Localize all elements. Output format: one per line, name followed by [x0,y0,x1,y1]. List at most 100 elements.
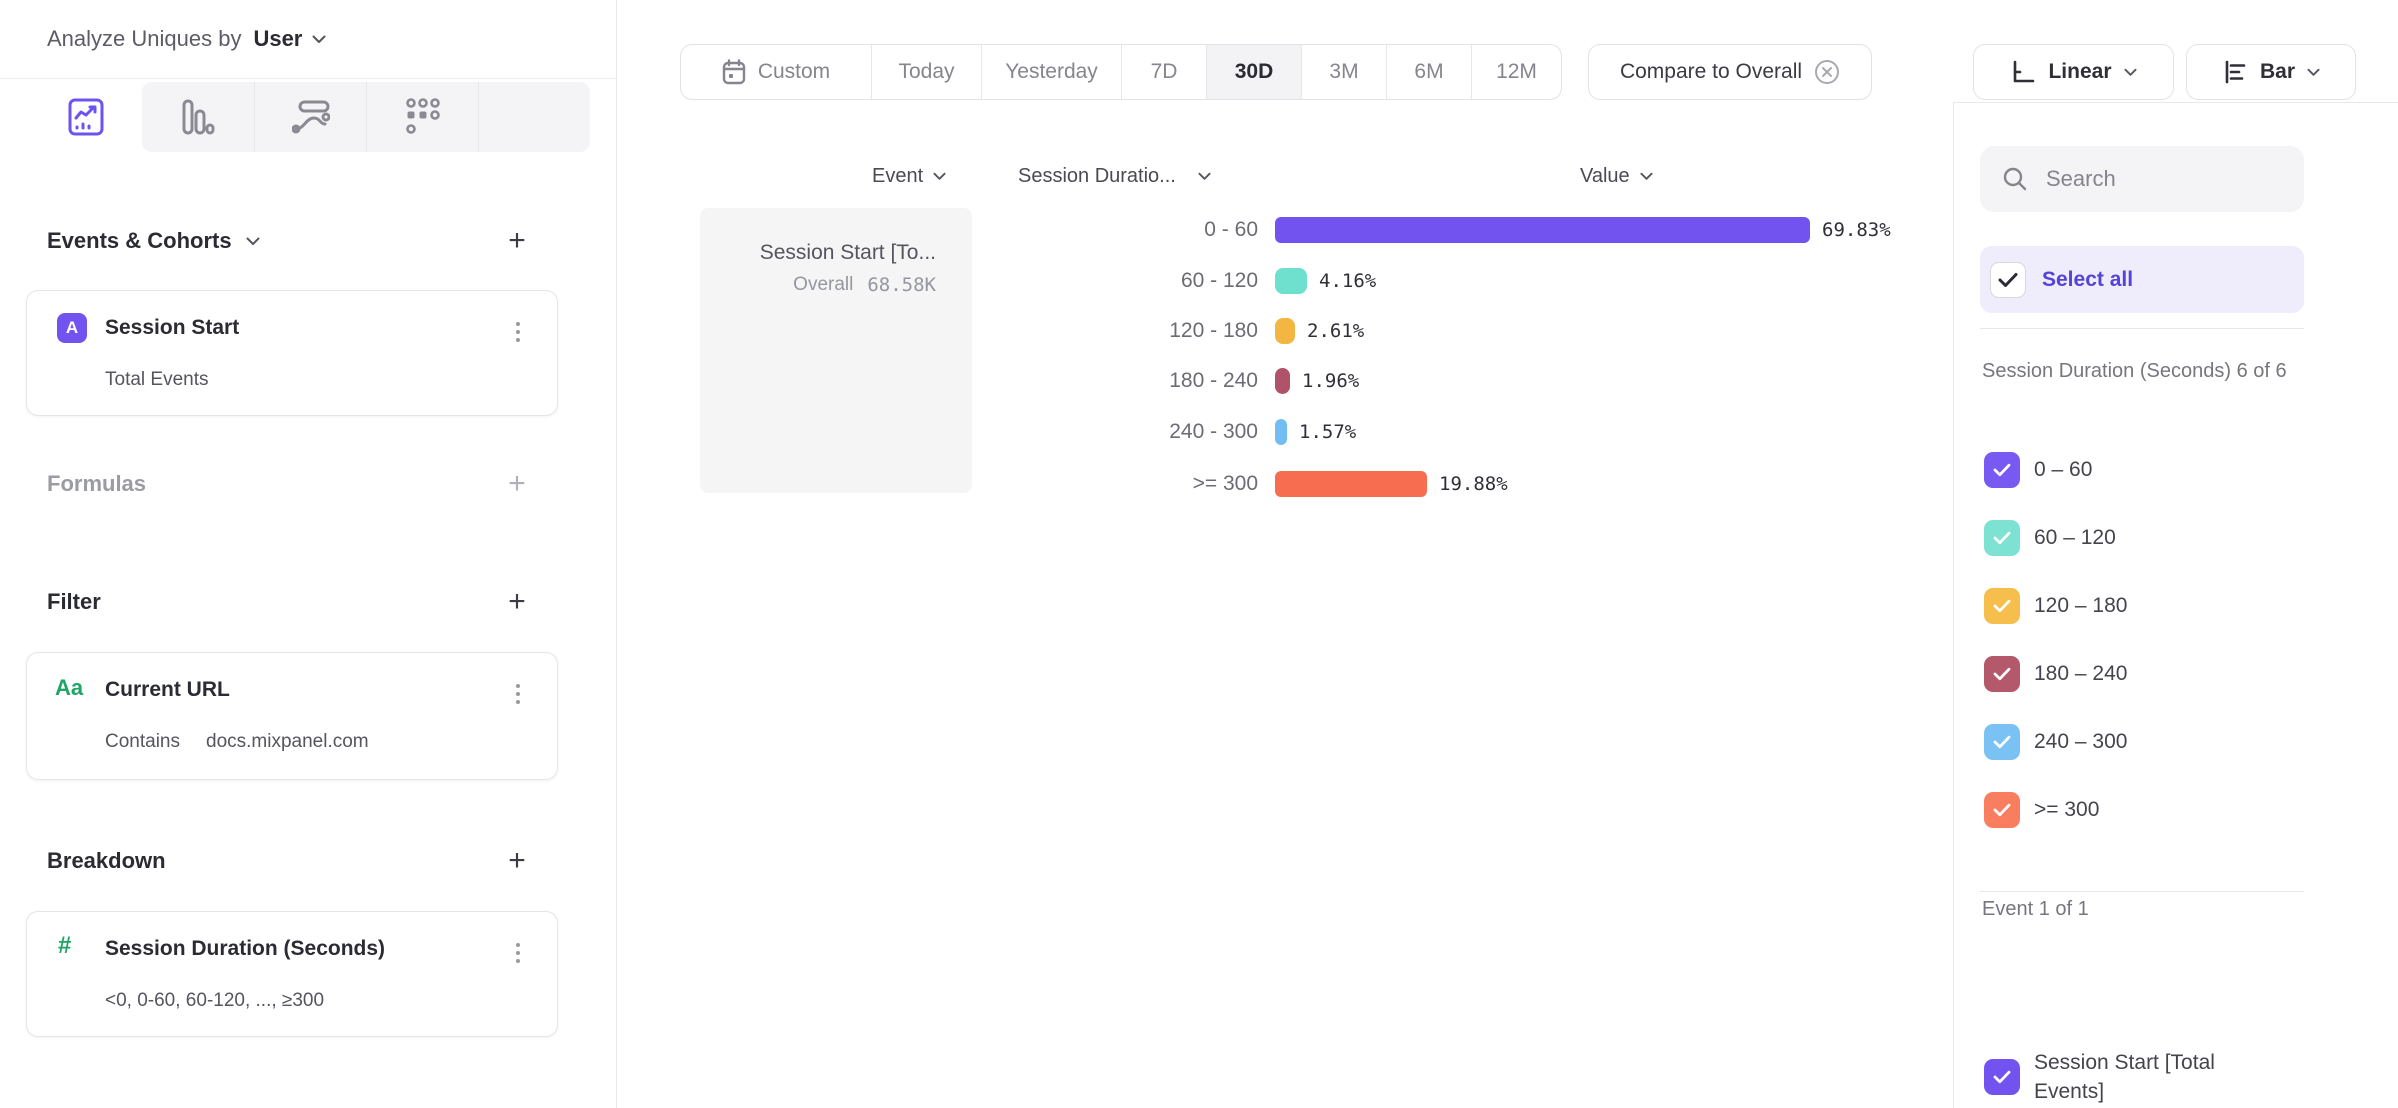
bar-segment[interactable] [1275,471,1427,497]
select-all-row[interactable]: Select all [1980,246,2304,313]
filter-card-menu-icon[interactable] [505,679,531,709]
chevron-down-icon[interactable] [246,237,260,246]
segment-label: 240 – 300 [2034,730,2128,753]
segment-row[interactable]: 180 – 240 [1984,640,2304,708]
insights-chart-icon [68,98,104,136]
event-row-cell: Session Start [To... Overall 68.58K [700,208,972,493]
breakdown-card[interactable]: # Session Duration (Seconds) <0, 0-60, 6… [26,911,558,1037]
date-range-custom[interactable]: Custom [681,45,871,99]
chevron-down-icon [1198,172,1211,181]
scale-selector-button[interactable]: Linear [1973,44,2174,100]
date-range-6m[interactable]: 6M [1386,45,1471,99]
chevron-down-icon [312,35,326,44]
chevron-down-icon [2307,68,2320,77]
report-type-tabs [30,82,590,152]
segment-checkbox[interactable] [1984,656,2020,692]
segment-legend-panel: Select all Session Duration (Seconds) 6 … [1953,102,2398,1108]
segment-label: 180 – 240 [2034,662,2128,685]
breakdown-section-header: Breakdown [47,846,570,876]
chart-type-selector-button[interactable]: Bar [2186,44,2356,100]
date-range-label: 7D [1150,60,1178,83]
remove-compare-icon[interactable] [1814,59,1840,85]
filter-card[interactable]: Aa Current URL Contains docs.mixpanel.co… [26,652,558,780]
add-filter-button[interactable]: + [500,585,534,619]
overall-value: 68.58K [867,274,936,296]
event-legend-row[interactable]: Session Start [Total Events] [1984,1048,2284,1106]
breakdown-header-label: Session Duratio... [1018,165,1176,187]
date-range-picker: Custom Today Yesterday 7D 30D 3M 6M 12M [680,44,1562,100]
tab-insights[interactable] [30,82,142,152]
event-card-menu-icon[interactable] [505,317,531,347]
segment-checkbox[interactable] [1984,452,2020,488]
chevron-down-icon [933,172,946,181]
segment-row[interactable]: 0 – 60 [1984,436,2304,504]
date-range-30d-selected[interactable]: 30D [1206,45,1301,99]
segment-checkbox[interactable] [1984,520,2020,556]
bar-value-label: 2.61% [1307,320,1365,342]
tab-retention[interactable] [366,82,478,152]
date-range-12m[interactable]: 12M [1471,45,1561,99]
bar-value-label: 19.88% [1439,473,1508,495]
compare-label: Compare to Overall [1619,60,1803,83]
funnels-bars-icon [181,99,215,135]
event-card-subtitle: Total Events [105,369,209,390]
bar-segment[interactable] [1275,419,1287,445]
segment-checkbox[interactable] [1984,724,2020,760]
chart-row: 240 - 300 1.57% [1010,407,1356,457]
date-range-label: 12M [1496,60,1537,83]
date-range-label: Today [898,60,955,83]
segment-label: 0 – 60 [2034,458,2093,481]
breakdown-card-menu-icon[interactable] [505,938,531,968]
bar-segment[interactable] [1275,318,1295,344]
segment-row[interactable]: 60 – 120 [1984,504,2304,572]
tab-funnels[interactable] [142,82,254,152]
scale-label: Linear [2048,60,2112,83]
number-property-icon: # [58,932,72,959]
bar-value-label: 1.96% [1302,370,1360,392]
bar-value-label: 4.16% [1319,270,1377,292]
tab-flows[interactable] [254,82,366,152]
event-group-label: Event 1 of 1 [1982,898,2089,920]
event-card[interactable]: A Session Start Total Events [26,290,558,416]
analyze-by-dropdown[interactable]: User [253,26,326,52]
add-breakdown-button[interactable]: + [500,844,534,878]
bar-segment[interactable] [1275,217,1810,243]
segment-checkbox[interactable] [1984,588,2020,624]
compare-to-overall-button[interactable]: Compare to Overall [1588,44,1872,100]
value-column-header[interactable]: Value [1580,165,1653,188]
event-letter-badge: A [57,313,87,343]
segment-row[interactable]: 240 – 300 [1984,708,2304,776]
segment-checkbox[interactable] [1984,792,2020,828]
select-all-checkbox[interactable] [1990,261,2026,298]
add-event-button[interactable]: + [500,224,534,258]
chart-row: 120 - 180 2.61% [1010,306,1364,356]
segment-label: 60 – 120 [2034,526,2116,549]
search-icon [2002,166,2028,192]
date-range-today[interactable]: Today [871,45,981,99]
events-section-title: Events & Cohorts [47,228,232,253]
category-label: 0 - 60 [1204,218,1258,241]
breakdown-group-label: Session Duration (Seconds) 6 of 6 [1982,360,2287,382]
date-range-3m[interactable]: 3M [1301,45,1386,99]
bar-segment[interactable] [1275,268,1307,294]
category-label: 240 - 300 [1169,420,1258,443]
breakdown-column-header[interactable]: Session Duratio... [1018,165,1211,188]
bar-segment[interactable] [1275,368,1290,394]
calendar-icon [722,59,746,85]
divider [1980,891,2304,892]
segment-row[interactable]: >= 300 [1984,776,2304,844]
chart-type-label: Bar [2259,60,2296,83]
filter-section-title: Filter [47,589,101,614]
select-all-label: Select all [2042,267,2134,291]
search-input[interactable] [2044,165,2336,193]
chart-row: 180 - 240 1.96% [1010,356,1359,406]
add-formula-button[interactable]: + [500,467,534,501]
segment-row[interactable]: 120 – 180 [1984,572,2304,640]
event-item-checkbox[interactable] [1984,1059,2020,1095]
date-range-7d[interactable]: 7D [1121,45,1206,99]
date-range-yesterday[interactable]: Yesterday [981,45,1121,99]
filter-card-title: Current URL [105,678,230,701]
filter-section-header: Filter [47,587,570,617]
breakdown-card-subtitle: <0, 0-60, 60-120, ..., ≥300 [105,990,325,1011]
event-column-header[interactable]: Event [872,165,946,188]
